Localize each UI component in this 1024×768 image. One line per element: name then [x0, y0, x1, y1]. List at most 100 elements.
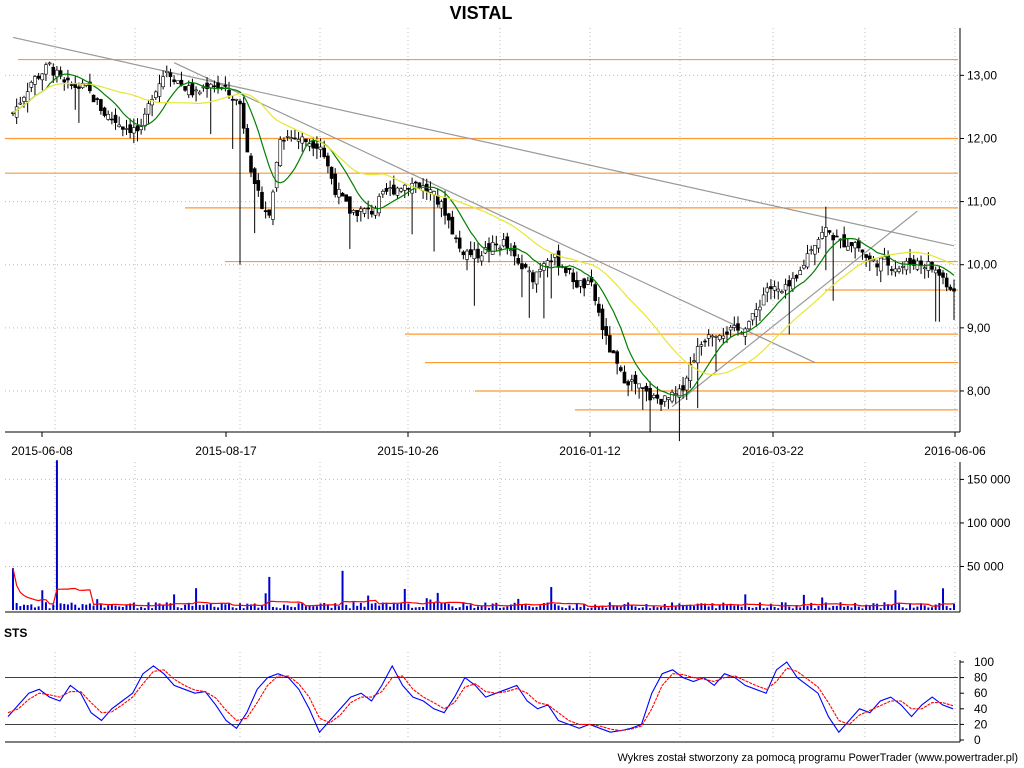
volume-bar — [817, 605, 820, 610]
candle-body — [772, 286, 777, 291]
candle-body — [780, 291, 784, 294]
candle-body — [659, 398, 663, 405]
volume-bar — [700, 603, 703, 610]
volume-bar — [231, 607, 234, 610]
volume-bar — [70, 602, 73, 610]
candle-body — [263, 210, 268, 213]
candle-body — [150, 99, 154, 106]
volume-bar — [487, 607, 490, 610]
volume-bar — [553, 604, 556, 610]
candle-body — [644, 385, 649, 392]
volume-bar — [473, 607, 476, 610]
candle-body — [626, 381, 630, 386]
volume-bar — [927, 607, 930, 610]
volume-bar — [195, 588, 198, 610]
volume-bar — [546, 602, 549, 610]
volume-bar — [169, 603, 172, 610]
candle-body — [509, 249, 513, 252]
candle-body — [926, 261, 931, 271]
volume-bar — [535, 606, 538, 610]
volume-bar — [444, 602, 447, 610]
volume-bar — [887, 604, 890, 610]
volume-bar — [315, 606, 318, 610]
candle-body — [465, 250, 469, 260]
volume-bar — [140, 606, 143, 610]
volume-bar — [605, 607, 608, 610]
candle-body — [14, 106, 19, 118]
candle-body — [655, 394, 660, 399]
candle-body — [725, 331, 729, 335]
date-tick-label: 2016-01-12 — [559, 444, 621, 458]
candle-body — [333, 173, 338, 195]
volume-bar — [542, 603, 545, 610]
volume-bar — [151, 608, 154, 610]
candle-body — [329, 166, 334, 179]
volume-bar — [758, 602, 761, 610]
volume-bar — [239, 603, 242, 610]
volume-bar — [411, 607, 414, 610]
volume-bar — [158, 603, 161, 610]
candle-body — [578, 280, 583, 287]
candle-body — [143, 113, 147, 127]
candle-body — [399, 188, 403, 192]
volume-bar — [773, 607, 776, 610]
price-y-axis: 13,00 12,00 11,00 10,00 9,00 8,00 — [959, 28, 997, 432]
date-x-axis: 2015-06-08 2015-08-17 2015-10-26 2016-01-12… — [5, 431, 986, 458]
volume-bar — [242, 608, 245, 610]
candle-body — [575, 280, 579, 288]
volume-bar — [810, 602, 813, 610]
candle-body — [922, 267, 927, 270]
volume-bar — [813, 608, 816, 610]
volume-bar — [953, 603, 955, 610]
volume-bar — [480, 606, 483, 610]
candle-body — [754, 309, 759, 317]
candle-body — [670, 391, 674, 402]
volume-bar — [715, 608, 718, 610]
volume-bar — [264, 593, 267, 610]
volume-bar — [623, 604, 626, 610]
volume-bar — [107, 605, 110, 610]
volume-bar — [447, 603, 450, 610]
volume-bar — [627, 602, 630, 610]
volume-bar — [846, 605, 849, 610]
volume-panel: 150 000 100 000 50 000 — [5, 460, 1011, 613]
volume-bar — [531, 607, 534, 610]
sts-y-tick-label: 40 — [974, 702, 988, 716]
candle-body — [351, 210, 356, 213]
volume-bar — [55, 460, 58, 610]
candle-body — [816, 239, 821, 249]
candle-body — [402, 184, 407, 191]
volume-bar — [176, 607, 179, 610]
candle-body — [413, 181, 418, 184]
candle-body — [761, 294, 766, 306]
volume-bar — [524, 603, 527, 610]
volume-bar — [506, 606, 509, 610]
candle-body — [538, 268, 543, 272]
candle-body — [531, 272, 535, 283]
candle-body — [197, 91, 202, 95]
candle-body — [25, 91, 30, 102]
candle-body — [948, 286, 953, 290]
volume-bar — [945, 606, 948, 610]
candle-body — [128, 124, 132, 133]
volume-bar — [564, 608, 567, 610]
sts-y-tick-label: 0 — [974, 733, 981, 747]
candle-body — [443, 197, 447, 216]
volume-bar — [744, 594, 747, 610]
candle-body — [930, 261, 934, 270]
candle-body — [882, 256, 887, 260]
volume-bar — [788, 606, 791, 610]
volume-bar — [66, 604, 69, 610]
volume-bar — [359, 602, 362, 610]
candle-body — [736, 323, 740, 331]
volume-bar — [257, 607, 260, 610]
volume-y-tick-label: 100 000 — [967, 516, 1011, 530]
volume-bar — [868, 606, 871, 610]
volume-bar — [103, 607, 106, 610]
candle-body — [337, 189, 341, 198]
volume-bar — [469, 604, 472, 610]
candle-body — [637, 383, 641, 389]
candle-body — [80, 82, 85, 88]
